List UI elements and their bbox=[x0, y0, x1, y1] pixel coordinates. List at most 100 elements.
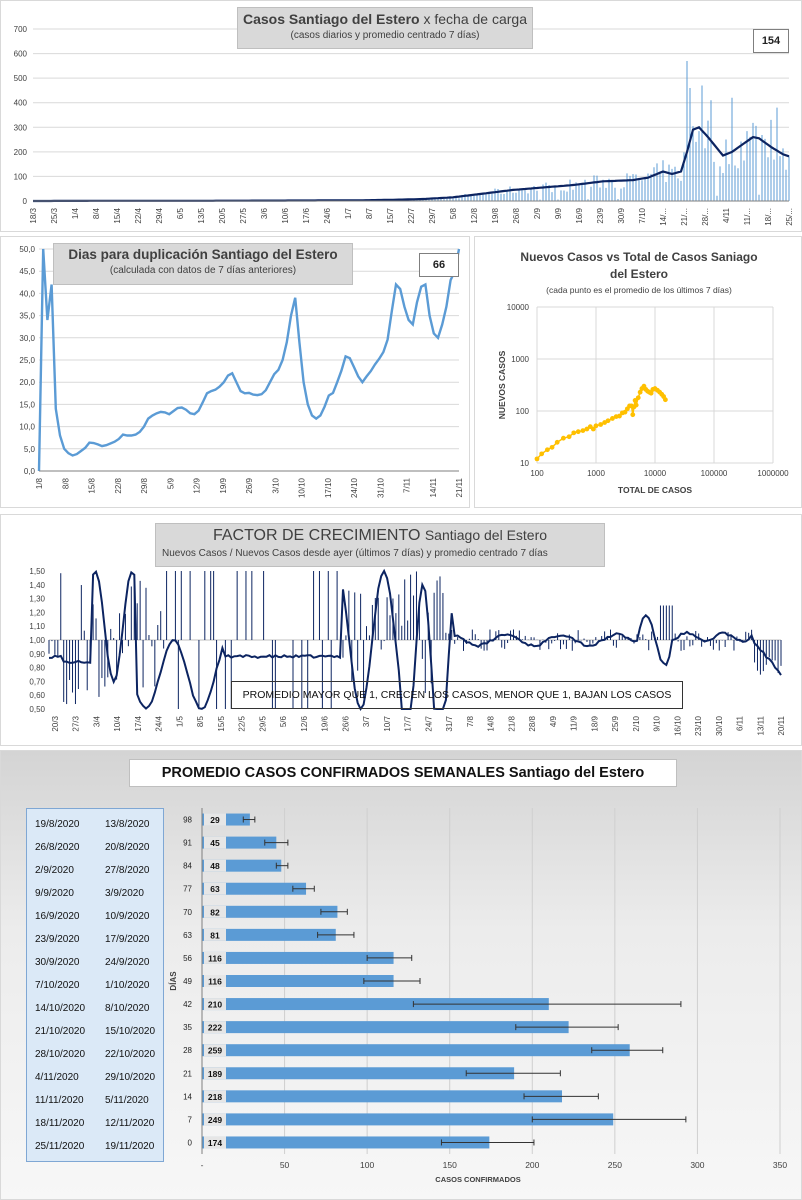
x-tick-label: 4/9 bbox=[549, 715, 558, 727]
x-tick-label: 18/... bbox=[764, 208, 773, 226]
x-tick-label: 30/10 bbox=[715, 715, 724, 736]
x-tick-label: - bbox=[201, 1160, 204, 1170]
date-range-start: 22/10/2020 bbox=[105, 1049, 156, 1061]
date-range-row: 2/9/2020 27/8/2020 bbox=[27, 861, 165, 881]
y-tick-label: 0 bbox=[23, 197, 28, 206]
scatter-point bbox=[590, 426, 596, 432]
scatter-point bbox=[598, 422, 604, 427]
scatter-point bbox=[662, 397, 668, 403]
x-tick-label: 1/7 bbox=[344, 207, 353, 219]
x-tick-label: 15/5 bbox=[217, 715, 226, 731]
doubling-days-chart: 0,0 5,0 10,0 15,0 20,0 25,0 30,0 35,0 40,0 45,0 50… bbox=[19, 245, 464, 498]
x-tick-label: 1000000 bbox=[757, 469, 789, 478]
y-tick-label: 0,60 bbox=[29, 691, 45, 700]
x-tick-label: 21/... bbox=[680, 208, 689, 226]
y-tick-label: 1,10 bbox=[29, 622, 45, 631]
x-tick-label: 8/7 bbox=[365, 207, 374, 219]
x-tick-label: 15/8 bbox=[88, 477, 97, 493]
weekly-bar bbox=[202, 882, 307, 895]
value-label: 222 bbox=[208, 1023, 222, 1033]
x-tick-label: 1/5 bbox=[175, 715, 184, 727]
y-tick-label: 40,0 bbox=[19, 289, 35, 298]
x-tick-label: 15/7 bbox=[386, 207, 395, 223]
x-tick-label: 26/6 bbox=[341, 715, 350, 731]
value-label: 82 bbox=[210, 907, 220, 917]
x-tick-label: 22/8 bbox=[114, 477, 123, 493]
y-tick-label: 15,0 bbox=[19, 400, 35, 409]
x-tick-label: 100000 bbox=[701, 469, 728, 478]
x-tick-label: 21/8 bbox=[507, 715, 516, 731]
value-label-bg bbox=[204, 928, 226, 941]
date-range-end: 26/8/2020 bbox=[35, 841, 80, 853]
x-axis-title: CASOS CONFIRMADOS bbox=[435, 1175, 520, 1184]
y-tick-label: 0,70 bbox=[29, 677, 45, 686]
x-tick-label: 350 bbox=[773, 1160, 787, 1170]
y-tick-label: 1,40 bbox=[29, 581, 45, 590]
date-range-end: 14/10/2020 bbox=[35, 1003, 86, 1015]
y-tick-label: 0,50 bbox=[29, 705, 45, 714]
scatter-point bbox=[630, 412, 636, 418]
date-range-end: 21/10/2020 bbox=[35, 1026, 86, 1038]
scatter-point bbox=[632, 397, 638, 403]
x-tick-label: 19/6 bbox=[321, 715, 330, 731]
weekly-bar bbox=[202, 1044, 630, 1057]
x-tick-label: 14/... bbox=[659, 208, 668, 226]
scatter-point bbox=[539, 451, 545, 457]
weekly-bar bbox=[202, 1136, 490, 1149]
x-tick-label: 25/9 bbox=[611, 715, 620, 731]
new-vs-total-title: Nuevos Casos vs Total de Casos Saniago d… bbox=[475, 249, 802, 283]
day-category-label: 21 bbox=[183, 1069, 192, 1078]
date-range-row: 23/9/2020 17/9/2020 bbox=[27, 930, 165, 950]
x-tick-label: 26/8 bbox=[512, 207, 521, 223]
day-category-label: 28 bbox=[183, 1046, 192, 1055]
value-label: 218 bbox=[208, 1092, 222, 1102]
weekly-bar bbox=[202, 928, 336, 941]
x-tick-label: 16/10 bbox=[673, 715, 682, 736]
y-tick-label: 35,0 bbox=[19, 312, 35, 321]
y-tick-label: 50,0 bbox=[19, 245, 35, 254]
x-tick-label: 10/6 bbox=[281, 207, 290, 223]
x-tick-label: 10/10 bbox=[298, 477, 307, 498]
value-label: 29 bbox=[210, 815, 220, 825]
scatter-point bbox=[544, 447, 550, 453]
x-tick-label: 22/4 bbox=[134, 207, 143, 223]
y-tick-label: 0,80 bbox=[29, 664, 45, 673]
x-tick-label: 15/4 bbox=[113, 207, 122, 223]
x-tick-label: 29/5 bbox=[258, 715, 267, 731]
x-tick-label: 4/11 bbox=[722, 207, 731, 223]
value-label: 48 bbox=[210, 861, 220, 871]
x-tick-label: 19/9 bbox=[219, 477, 228, 493]
x-tick-label: 2/10 bbox=[632, 715, 641, 731]
value-label-bg bbox=[204, 836, 226, 849]
value-label: 259 bbox=[208, 1046, 222, 1056]
x-tick-label: 20/11 bbox=[777, 715, 786, 735]
scatter-point bbox=[549, 444, 555, 450]
date-range-start: 5/11/2020 bbox=[105, 1095, 149, 1107]
y-tick-label: 100 bbox=[14, 172, 28, 181]
x-tick-label: 18/9 bbox=[590, 715, 599, 731]
x-tick-label: 25/3 bbox=[50, 207, 59, 223]
x-tick-label: 8/4 bbox=[92, 207, 101, 219]
weekly-bar bbox=[202, 1067, 515, 1080]
x-tick-label: 17/6 bbox=[302, 207, 311, 223]
day-category-label: 35 bbox=[183, 1023, 192, 1032]
x-tick-label: 23/9 bbox=[596, 207, 605, 223]
scatter-point bbox=[571, 430, 577, 436]
date-range-start: 1/10/2020 bbox=[105, 980, 150, 991]
date-range-start: 3/9/2020 bbox=[105, 887, 144, 899]
y-tick-label: 1,00 bbox=[29, 636, 45, 645]
day-category-label: 7 bbox=[188, 1115, 193, 1124]
date-range-row: 21/10/2020 15/10/2020 bbox=[27, 1022, 165, 1042]
y-tick-label: 0,90 bbox=[29, 650, 45, 659]
day-category-label: 0 bbox=[188, 1138, 193, 1147]
x-tick-label: 28/8 bbox=[528, 715, 537, 731]
value-label-bg bbox=[204, 813, 226, 826]
new-vs-total-panel: 10 100 1000 10000 100 1000 10000 100000 1000000 T… bbox=[474, 236, 802, 508]
x-tick-label: 29/8 bbox=[140, 477, 149, 493]
daily-cases-panel: 0 100 200 300 400 500 600 700 18/3 25/3 1/4 8/4 15/4… bbox=[0, 0, 802, 232]
date-range-end: 7/10/2020 bbox=[35, 980, 80, 991]
scatter-point bbox=[584, 426, 590, 432]
seven-day-average-line bbox=[33, 125, 790, 203]
date-range-row: 14/10/2020 8/10/2020 bbox=[27, 999, 165, 1019]
